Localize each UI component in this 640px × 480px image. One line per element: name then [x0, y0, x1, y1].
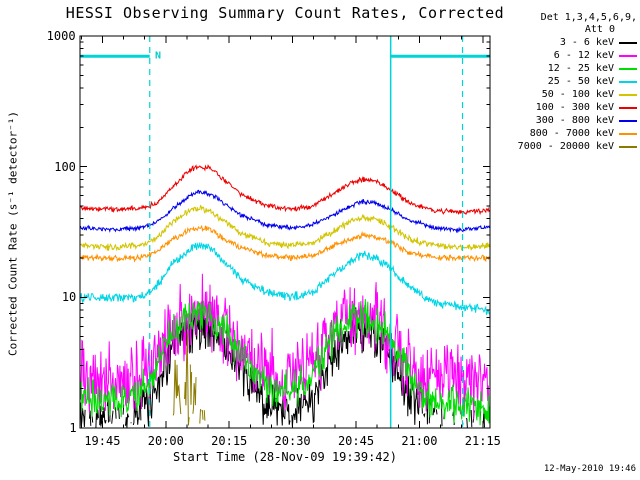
x-tick-label: 20:15 — [211, 434, 248, 448]
plot-border — [79, 35, 491, 429]
series-7000-20000keV — [201, 410, 204, 420]
legend-item: 3 - 6 keV — [517, 36, 637, 49]
legend-color-line — [619, 80, 637, 83]
series-3-6keV — [79, 402, 86, 428]
series-3-6keV — [465, 417, 468, 428]
x-tick-label: 20:30 — [274, 434, 311, 448]
x-tick-label: 19:45 — [84, 434, 121, 448]
x-tick-label: 21:00 — [401, 434, 438, 448]
series-7000-20000keV — [172, 359, 182, 416]
legend-color-line — [619, 41, 637, 44]
series-7000-20000keV — [203, 410, 206, 421]
x-tick-label: 20:00 — [147, 434, 184, 448]
series-50-100keV — [79, 204, 491, 252]
legend-color-line — [619, 145, 637, 148]
series-3-6keV — [124, 413, 130, 428]
legend-item: 50 - 100 keV — [517, 88, 637, 101]
legend-color-line — [619, 93, 637, 96]
series-300-800keV — [79, 189, 491, 234]
y-tick-label: 10 — [61, 290, 77, 305]
series-3-6keV — [115, 407, 117, 419]
y-tick-label: 1 — [69, 421, 77, 435]
series-3-6keV — [95, 409, 99, 428]
legend-color-line — [619, 132, 637, 135]
creation-timestamp: 12-May-2010 19:46 — [543, 464, 636, 474]
legend-item: 7000 - 20000 keV — [517, 140, 637, 153]
legend-item-label: 12 - 25 keV — [547, 63, 614, 74]
legend-item: 100 - 300 keV — [517, 101, 637, 114]
series-7000-20000keV — [189, 364, 193, 405]
chart-title: HESSI Observing Summary Count Rates, Cor… — [65, 4, 505, 22]
series-3-6keV — [291, 388, 302, 427]
legend-item-label: 6 - 12 keV — [553, 50, 614, 61]
series-3-6keV — [470, 409, 473, 428]
legend-item-label: 800 - 7000 keV — [529, 128, 614, 139]
series-3-6keV — [435, 409, 438, 415]
legend-heading-att: Att 0 — [584, 24, 615, 35]
x-tick-label: 21:15 — [464, 434, 501, 448]
legend-item-label: 300 - 800 keV — [535, 115, 614, 126]
legend-item: 25 - 50 keV — [517, 75, 637, 88]
legend-item-label: 3 - 6 keV — [559, 37, 614, 48]
y-tick-label: 100 — [54, 159, 76, 174]
series-7000-20000keV — [199, 409, 202, 424]
series-3-6keV — [482, 411, 485, 428]
legend-item-label: 7000 - 20000 keV — [517, 141, 614, 152]
series-3-6keV — [111, 410, 114, 424]
night-flag-label: N — [155, 50, 162, 62]
series-3-6keV — [130, 422, 132, 424]
x-tick-label: 20:45 — [337, 434, 375, 448]
legend-color-line — [619, 106, 637, 109]
legend-item: 800 - 7000 keV — [517, 127, 637, 140]
legend-heading: Det 1,3,4,5,6,9, — [540, 12, 637, 23]
legend-color-line — [619, 54, 637, 57]
legend-item-label: 25 - 50 keV — [547, 76, 614, 87]
legend-item: 12 - 25 keV — [517, 62, 637, 75]
series-3-6keV — [423, 413, 426, 418]
legend-color-line — [619, 67, 637, 70]
legend-entries: 3 - 6 keV 6 - 12 keV 12 - 25 keV 25 - 50 ke… — [517, 36, 637, 153]
x-axis-label: Start Time (28-Nov-09 19:39:42) — [173, 450, 397, 464]
series-7000-20000keV — [192, 377, 197, 414]
series-3-6keV — [99, 405, 107, 427]
series-800-7000keV — [79, 224, 491, 263]
series-7000-20000keV — [184, 333, 190, 426]
legend-item-label: 100 - 300 keV — [535, 102, 614, 113]
series-3-6keV — [89, 410, 92, 426]
series-6-12keV — [79, 273, 491, 420]
y-axis-label: Corrected Count Rate (s⁻¹ detector⁻¹) — [6, 110, 20, 356]
legend-item: 300 - 800 keV — [517, 114, 637, 127]
series-25-50keV — [79, 241, 490, 316]
y-tick-label: 1000 — [46, 29, 76, 43]
legend: Det 1,3,4,5,6,9, Att 0 3 - 6 keV 6 - 12 k… — [517, 12, 637, 153]
legend-item-label: 50 - 100 keV — [541, 89, 614, 100]
series-3-6keV — [118, 406, 121, 420]
series-12-25keV — [79, 298, 491, 426]
legend-color-line — [619, 119, 637, 122]
legend-item: 6 - 12 keV — [517, 49, 637, 62]
series-100-300keV — [79, 164, 491, 216]
